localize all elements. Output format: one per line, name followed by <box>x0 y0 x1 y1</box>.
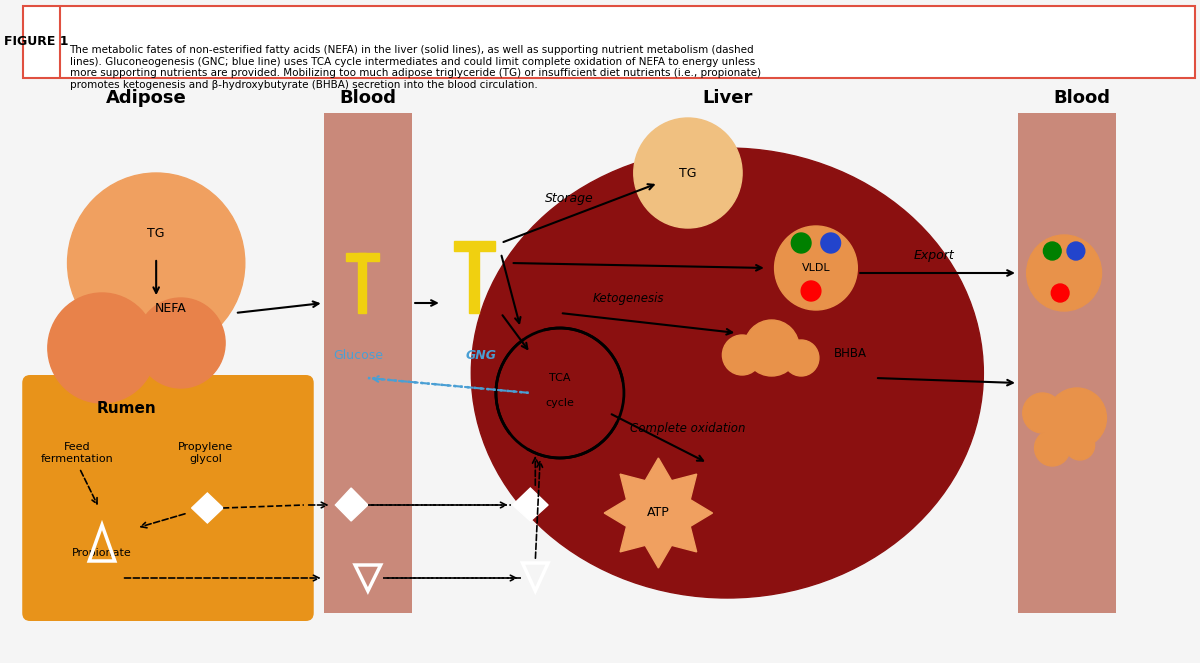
FancyBboxPatch shape <box>324 113 413 613</box>
Text: VLDL: VLDL <box>802 263 830 273</box>
FancyBboxPatch shape <box>1018 113 1116 613</box>
Polygon shape <box>605 458 713 568</box>
Text: Liver: Liver <box>702 89 752 107</box>
Text: BHBA: BHBA <box>834 347 866 359</box>
Text: Blood: Blood <box>1054 89 1110 107</box>
Bar <box>358 253 366 313</box>
Polygon shape <box>335 488 368 521</box>
Text: Propylene
glycol: Propylene glycol <box>178 442 233 464</box>
Text: Glucose: Glucose <box>334 349 383 361</box>
Text: cycle: cycle <box>546 398 575 408</box>
Text: TG: TG <box>148 227 164 239</box>
Polygon shape <box>512 488 548 521</box>
Text: TCA: TCA <box>550 373 571 383</box>
Bar <box>469 243 479 313</box>
Circle shape <box>67 173 245 353</box>
Text: Storage: Storage <box>545 192 594 204</box>
Text: Complete oxidation: Complete oxidation <box>630 422 745 434</box>
FancyBboxPatch shape <box>23 6 1195 78</box>
Text: ATP: ATP <box>647 507 670 520</box>
Text: Feed
fermentation: Feed fermentation <box>41 442 114 464</box>
Circle shape <box>1044 242 1061 260</box>
Bar <box>454 241 494 251</box>
Circle shape <box>1051 284 1069 302</box>
Text: Blood: Blood <box>340 89 396 107</box>
Circle shape <box>137 298 226 388</box>
Text: Adipose: Adipose <box>106 89 187 107</box>
Text: NEFA: NEFA <box>155 302 187 314</box>
Circle shape <box>802 281 821 301</box>
Text: TG: TG <box>679 166 697 180</box>
Text: Export: Export <box>913 249 954 261</box>
Text: Propionate: Propionate <box>72 548 132 558</box>
Circle shape <box>48 293 156 403</box>
Circle shape <box>722 335 762 375</box>
Text: Rumen: Rumen <box>97 400 157 416</box>
Circle shape <box>1066 430 1094 460</box>
Circle shape <box>1022 393 1062 433</box>
Circle shape <box>784 340 818 376</box>
Text: FIGURE 1: FIGURE 1 <box>4 34 68 48</box>
Circle shape <box>744 320 799 376</box>
Circle shape <box>1067 242 1085 260</box>
Polygon shape <box>192 493 223 523</box>
Bar <box>347 253 379 261</box>
Circle shape <box>791 233 811 253</box>
Circle shape <box>821 233 840 253</box>
Circle shape <box>774 226 857 310</box>
Text: Ketogenesis: Ketogenesis <box>593 292 665 304</box>
Text: The metabolic fates of non-esterified fatty acids (NEFA) in the liver (solid lin: The metabolic fates of non-esterified fa… <box>70 45 761 90</box>
Circle shape <box>1034 430 1070 466</box>
FancyBboxPatch shape <box>23 375 313 621</box>
Circle shape <box>1027 235 1102 311</box>
Text: GNG: GNG <box>466 349 497 361</box>
Ellipse shape <box>472 148 983 598</box>
Circle shape <box>634 118 742 228</box>
Circle shape <box>1048 388 1106 448</box>
